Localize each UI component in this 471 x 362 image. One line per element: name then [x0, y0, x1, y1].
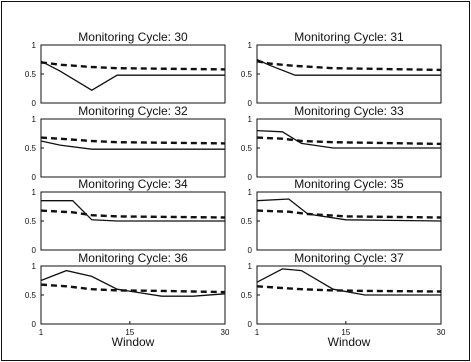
y-tick-label: 1 [32, 262, 37, 271]
x-axis-label: Window [112, 335, 155, 349]
y-tick-label: 0 [32, 173, 37, 182]
panel-8: Monitoring Cycle: 37 0 0.5 1 1 15 30 Window [241, 251, 446, 349]
panel-3: Monitoring Cycle: 32 0 0.5 1 [25, 104, 226, 182]
panel-title: Monitoring Cycle: 33 [294, 104, 404, 118]
y-tick-label: 1 [248, 262, 253, 271]
panel-7: Monitoring Cycle: 36 0 0.5 1 1 15 30 Window [25, 251, 230, 349]
x-tick-label: 15 [125, 328, 134, 337]
series-line-dashed [256, 136, 442, 146]
y-tick-label: 0 [248, 246, 253, 255]
y-tick-label: 0.5 [25, 144, 37, 153]
x-tick-label: 30 [221, 328, 230, 337]
series-line-solid [40, 269, 226, 297]
x-axis-label: Window [328, 335, 371, 349]
panel-1: Monitoring Cycle: 30 0 0.5 1 [25, 30, 226, 108]
panel-2: Monitoring Cycle: 31 0 0.5 1 [241, 30, 442, 108]
y-tick-label: 1 [32, 188, 37, 197]
x-tick-label: 1 [39, 328, 44, 337]
series-line-dashed [256, 285, 442, 293]
y-tick-label: 0.5 [241, 70, 253, 79]
series-line-dashed [40, 136, 226, 145]
series-line-solid [40, 60, 225, 91]
panel-4: Monitoring Cycle: 33 0 0.5 1 [241, 104, 442, 182]
y-tick-label: 0.5 [241, 144, 253, 153]
series-line-dashed [256, 209, 442, 219]
series-line-solid [256, 268, 441, 296]
x-tick-label: 15 [341, 328, 350, 337]
series-line-dashed [256, 60, 442, 72]
panel-title: Monitoring Cycle: 31 [294, 30, 404, 44]
x-tick-label: 1 [255, 328, 260, 337]
panel-title: Monitoring Cycle: 35 [294, 177, 404, 191]
series-line-dashed [40, 61, 226, 71]
series-line-dashed [40, 209, 226, 219]
y-tick-label: 0 [248, 173, 253, 182]
y-tick-label: 0 [248, 99, 253, 108]
y-tick-label: 0.5 [241, 217, 253, 226]
x-tick-label: 30 [437, 328, 446, 337]
y-tick-label: 1 [248, 41, 253, 50]
series-line-dashed [40, 283, 226, 294]
series-line-solid [40, 140, 225, 150]
panel-title: Monitoring Cycle: 36 [78, 251, 188, 265]
y-tick-label: 1 [32, 115, 37, 124]
series-line-solid [256, 129, 441, 149]
y-tick-label: 0.5 [241, 291, 253, 300]
y-tick-label: 0 [32, 320, 37, 329]
plot-frame [256, 44, 442, 104]
y-tick-label: 1 [248, 115, 253, 124]
y-tick-label: 0.5 [25, 217, 37, 226]
y-tick-label: 0 [32, 99, 37, 108]
panel-6: Monitoring Cycle: 35 0 0.5 1 [241, 177, 442, 255]
plot-frame [40, 44, 226, 104]
panel-title: Monitoring Cycle: 37 [294, 251, 404, 265]
series-line-solid [256, 58, 441, 76]
y-tick-label: 0 [32, 246, 37, 255]
panel-title: Monitoring Cycle: 32 [78, 104, 188, 118]
plot-frame [40, 118, 226, 178]
series-line-solid [41, 200, 225, 222]
panel-title: Monitoring Cycle: 34 [78, 177, 188, 191]
y-tick-label: 0 [248, 320, 253, 329]
y-tick-label: 1 [248, 188, 253, 197]
panel-5: Monitoring Cycle: 34 0 0.5 1 [25, 177, 226, 255]
y-tick-label: 0.5 [25, 70, 37, 79]
series-line-solid [256, 198, 442, 222]
panel-title: Monitoring Cycle: 30 [78, 30, 188, 44]
y-tick-label: 0.5 [25, 291, 37, 300]
y-tick-label: 1 [32, 41, 37, 50]
plot-frame [40, 265, 226, 325]
